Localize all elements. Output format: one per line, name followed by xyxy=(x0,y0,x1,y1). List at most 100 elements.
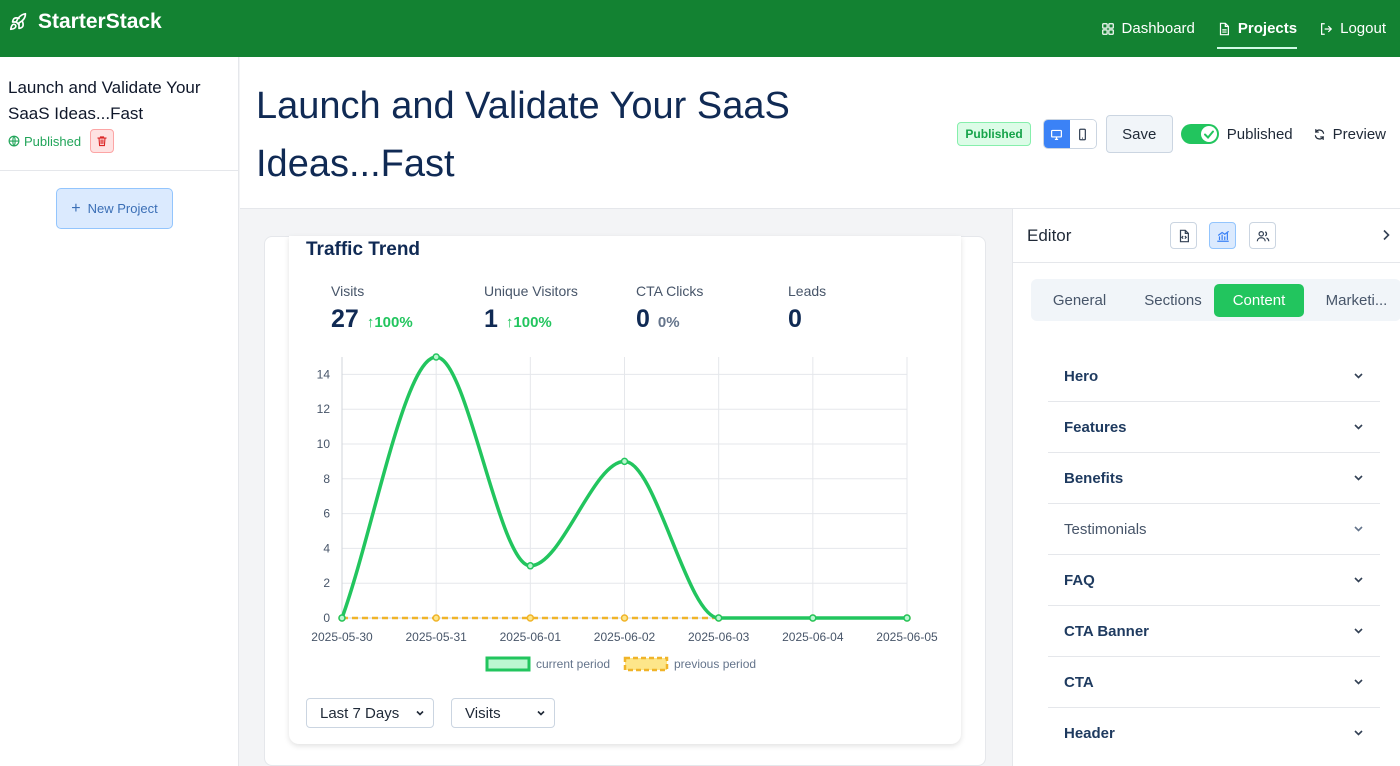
sidebar-project-title: Launch and Validate Your SaaS Ideas...Fa… xyxy=(8,78,201,123)
section-faq[interactable]: FAQ xyxy=(1048,555,1380,606)
date-range-select[interactable]: Last 7 Days xyxy=(306,698,434,728)
publish-toggle-label: Published xyxy=(1226,125,1293,143)
data-point xyxy=(809,614,817,622)
tab-content[interactable]: Content xyxy=(1214,284,1304,317)
new-project-button[interactable]: + New Project xyxy=(56,188,173,229)
trash-icon xyxy=(97,136,107,147)
x-tick-label: 2025-05-30 xyxy=(311,630,373,644)
chevron-down-icon xyxy=(1354,526,1363,532)
chevron-down-icon xyxy=(1354,628,1363,634)
desktop-view-button[interactable] xyxy=(1043,120,1070,148)
section-features[interactable]: Features xyxy=(1048,402,1380,453)
publish-toggle[interactable] xyxy=(1180,124,1219,144)
section-label: Header xyxy=(1064,725,1115,742)
section-label: Benefits xyxy=(1064,469,1124,487)
legend-swatch-previous xyxy=(623,656,669,672)
chart-icon xyxy=(1216,230,1229,242)
x-tick-label: 2025-06-03 xyxy=(688,630,750,644)
metric-change-value: 100% xyxy=(374,314,413,331)
save-button[interactable]: Save xyxy=(1105,115,1173,153)
section-header[interactable]: Header xyxy=(1048,708,1380,759)
metric-label: CTA Clicks xyxy=(636,283,704,299)
preview-button[interactable]: Preview xyxy=(1313,126,1386,143)
mobile-view-button[interactable] xyxy=(1069,120,1096,148)
status-badge: Published xyxy=(957,122,1031,146)
date-range-value: Last 7 Days xyxy=(320,704,400,722)
device-toggle xyxy=(1042,119,1097,149)
section-label: Hero xyxy=(1064,367,1099,385)
y-tick-label: 12 xyxy=(317,402,331,416)
toggle-knob xyxy=(1200,126,1217,142)
data-point xyxy=(903,614,911,622)
metric-leads: Leads 0 xyxy=(788,283,826,334)
legend-label-current: current period xyxy=(536,657,610,671)
section-label: Features xyxy=(1064,418,1127,436)
chevron-down-icon xyxy=(1354,730,1363,736)
analytics-button[interactable] xyxy=(1209,222,1236,249)
users-icon xyxy=(1256,230,1269,241)
dashboard-icon xyxy=(1101,22,1114,35)
section-cta-banner[interactable]: CTA Banner xyxy=(1048,606,1380,657)
data-point xyxy=(338,614,346,622)
globe-icon xyxy=(8,135,20,147)
plus-icon: + xyxy=(71,199,81,217)
section-label: CTA xyxy=(1064,673,1094,691)
data-point xyxy=(432,353,440,361)
x-tick-label: 2025-06-01 xyxy=(500,630,562,644)
header-toolbar: Published Save Published Preview xyxy=(957,115,1386,153)
legend-label-previous: previous period xyxy=(674,657,756,671)
nav-logout-label: Logout xyxy=(1340,20,1386,37)
editor-header: Editor xyxy=(1013,209,1400,263)
chevron-down-icon xyxy=(1354,475,1363,481)
metric-select[interactable]: Visits xyxy=(451,698,555,728)
y-tick-label: 10 xyxy=(317,437,331,451)
editor-tabs: General Sections Content Marketi... xyxy=(1031,279,1400,321)
content-sections-list: Hero Features Benefits Testimonials FAQ … xyxy=(1048,351,1380,759)
x-tick-label: 2025-05-31 xyxy=(405,630,467,644)
arrow-up-icon: ↑ xyxy=(366,314,375,331)
tab-general[interactable]: General xyxy=(1052,292,1107,309)
brand[interactable]: StarterStack xyxy=(8,10,162,34)
metric-label: Visits xyxy=(331,283,365,299)
tab-sections[interactable]: Sections xyxy=(1144,292,1202,309)
section-benefits[interactable]: Benefits xyxy=(1048,453,1380,504)
preview-label: Preview xyxy=(1332,125,1386,143)
editor-panel: Editor General Sections Content Marketi.… xyxy=(1012,209,1400,766)
series-line-current xyxy=(340,355,907,620)
nav-projects[interactable]: Projects xyxy=(1216,0,1298,57)
users-button[interactable] xyxy=(1249,222,1276,249)
y-tick-label: 0 xyxy=(323,611,330,625)
x-tick-label: 2025-06-02 xyxy=(594,630,656,644)
metric-value: 1 xyxy=(484,305,498,333)
y-tick-label: 4 xyxy=(323,541,330,555)
section-hero[interactable]: Hero xyxy=(1048,351,1380,402)
monitor-icon xyxy=(1051,129,1063,140)
y-tick-label: 6 xyxy=(323,507,330,521)
delete-project-button[interactable] xyxy=(90,129,115,153)
chevron-down-icon xyxy=(1354,679,1363,685)
chevron-right-icon[interactable] xyxy=(1380,228,1392,242)
metric-change: ↑100% xyxy=(367,314,413,331)
nav-dashboard[interactable]: Dashboard xyxy=(1101,0,1195,57)
sidebar-project-item[interactable]: Launch and Validate Your SaaS Ideas...Fa… xyxy=(0,57,238,171)
y-tick-label: 2 xyxy=(323,576,330,590)
section-label: CTA Banner xyxy=(1064,622,1150,640)
nav-logout[interactable]: Logout xyxy=(1319,0,1386,57)
page-header: Launch and Validate Your SaaS Ideas...Fa… xyxy=(240,57,1400,209)
section-testimonials[interactable]: Testimonials xyxy=(1048,504,1380,555)
page-settings-button[interactable] xyxy=(1170,222,1197,249)
project-sidebar: Launch and Validate Your SaaS Ideas...Fa… xyxy=(0,57,239,766)
metric-unique-visitors: Unique Visitors 1 ↑100% xyxy=(484,283,578,334)
metric-visits: Visits 27 ↑100% xyxy=(331,283,413,334)
new-project-label: New Project xyxy=(87,201,158,216)
nav-projects-label: Projects xyxy=(1237,20,1298,37)
page-title: Launch and Validate Your SaaS Ideas...Fa… xyxy=(256,85,790,185)
refresh-icon xyxy=(1314,128,1324,140)
metric-cta-clicks: CTA Clicks 0 0% xyxy=(636,283,703,334)
section-label: Testimonials xyxy=(1064,520,1147,538)
section-cta[interactable]: CTA xyxy=(1048,657,1380,708)
tab-marketing[interactable]: Marketi... xyxy=(1325,292,1388,309)
metric-change: ↑100% xyxy=(506,314,552,331)
main-nav: Dashboard Projects Logout xyxy=(1079,0,1386,57)
check-icon xyxy=(1203,130,1214,139)
